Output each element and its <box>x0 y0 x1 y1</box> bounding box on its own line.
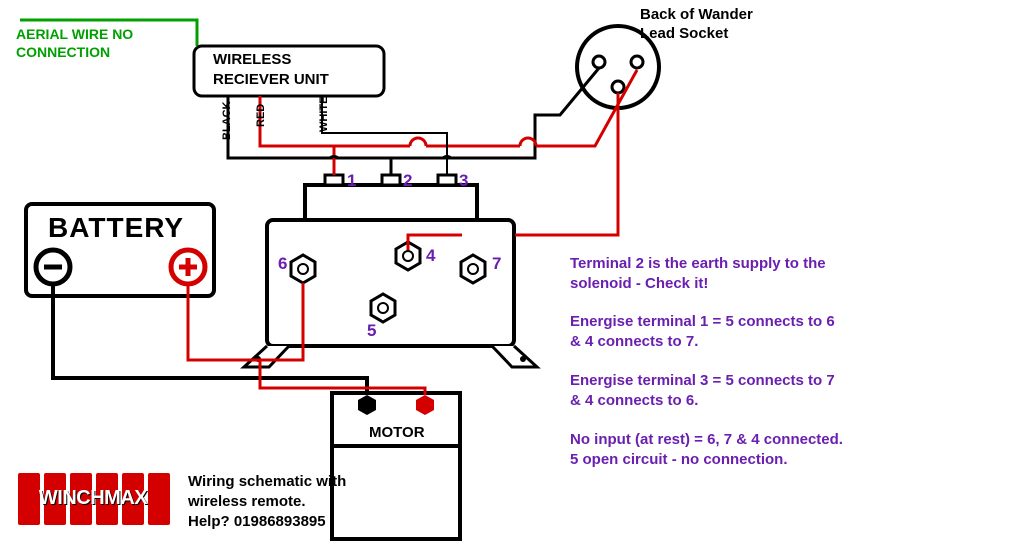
logo-text: WINCHMAX <box>18 487 168 510</box>
aerial-label-1: AERIAL WIRE NO <box>16 26 133 42</box>
receiver-label-2: RECIEVER UNIT <box>213 71 329 88</box>
caption-l1: Wiring schematic with <box>188 473 346 492</box>
note-2-l1: Energise terminal 1 = 5 connects to 6 <box>570 313 835 332</box>
wire-tag-black: BLACK <box>221 102 233 141</box>
note-1-l1: Terminal 2 is the earth supply to the <box>570 255 826 274</box>
wander-label-2: Lead Socket <box>640 25 728 42</box>
caption-l3: Help? 01986893895 <box>188 513 326 532</box>
terminal-2: 2 <box>403 171 412 191</box>
terminal-7: 7 <box>492 254 501 274</box>
wire-tag-white: WHITE <box>318 97 330 132</box>
note-4-l1: No input (at rest) = 6, 7 & 4 connected. <box>570 431 843 450</box>
note-3-l1: Energise terminal 3 = 5 connects to 7 <box>570 372 835 391</box>
battery-label: BATTERY <box>48 212 184 244</box>
wire-tag-red: RED <box>255 104 267 127</box>
caption-l2: wireless remote. <box>188 493 306 512</box>
receiver-label-1: WIRELESS <box>213 51 291 68</box>
terminal-5: 5 <box>367 321 376 341</box>
note-3-l2: & 4 connects to 6. <box>570 392 698 411</box>
terminal-1: 1 <box>347 171 356 191</box>
wander-label-1: Back of Wander <box>640 6 753 23</box>
winchmax-logo: WINCHMAX <box>18 473 168 525</box>
note-4-l2: 5 open circuit - no connection. <box>570 451 788 470</box>
aerial-label-2: CONNECTION <box>16 44 110 60</box>
terminal-3: 3 <box>459 171 468 191</box>
motor-label: MOTOR <box>369 424 425 441</box>
terminal-6: 6 <box>278 254 287 274</box>
note-1-l2: solenoid - Check it! <box>570 275 708 294</box>
note-2-l2: & 4 connects to 7. <box>570 333 698 352</box>
terminal-4: 4 <box>426 246 435 266</box>
